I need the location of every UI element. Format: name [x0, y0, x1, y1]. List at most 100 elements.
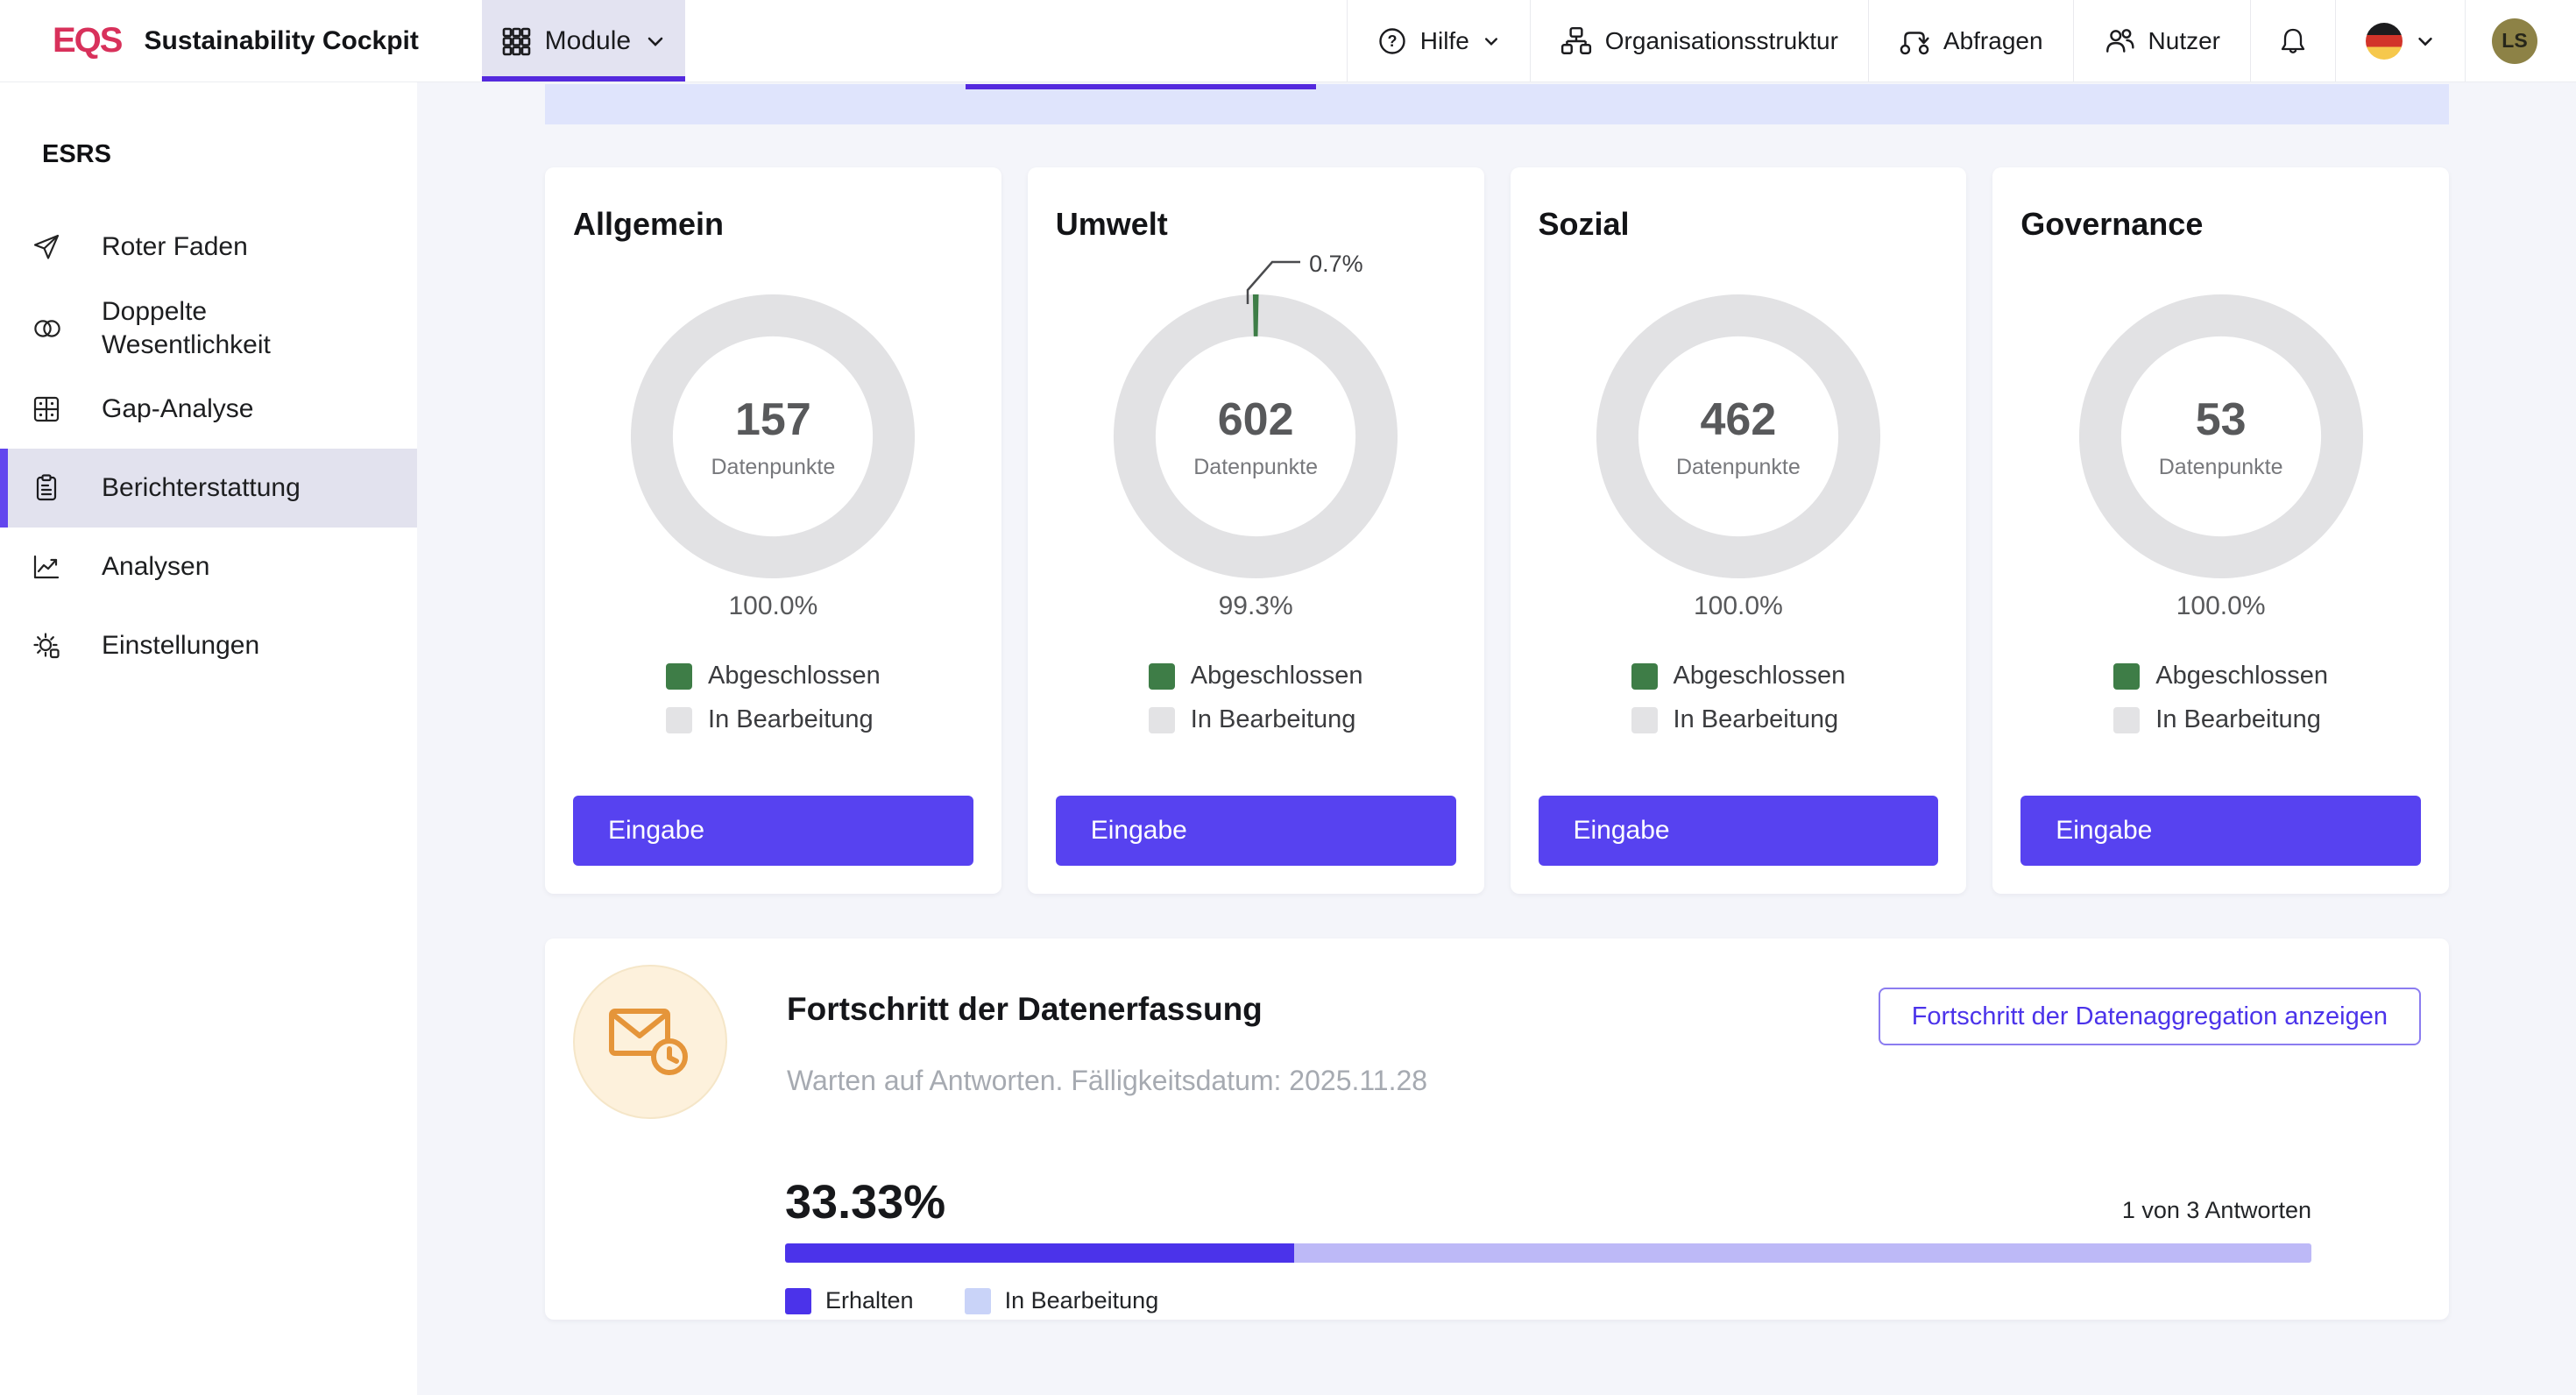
- module-label: Module: [545, 26, 631, 56]
- workflow-icon: [1899, 25, 1930, 57]
- legend-completed-swatch: [2113, 663, 2140, 690]
- legend-inprogress-label: In Bearbeitung: [1005, 1287, 1159, 1314]
- donut-legend: Abgeschlossen In Bearbeitung: [2113, 662, 2328, 734]
- donut-percent: 100.0%: [1992, 591, 2449, 621]
- clipboard-icon: [32, 473, 63, 503]
- progress-card-title: Fortschritt der Datenerfassung: [787, 991, 1427, 1028]
- answers-count: 1 von 3 Antworten: [2122, 1197, 2311, 1229]
- category-cards-row: Allgemein 157 Datenpunkte 100.0% Abgesch…: [545, 167, 2449, 894]
- sidebar-item-label: Analysen: [102, 550, 209, 584]
- queries-label: Abfragen: [1943, 27, 2043, 55]
- category-card-governance: Governance 53 Datenpunkte 100.0% Abgesch…: [1992, 167, 2449, 894]
- help-circle-icon: ?: [1377, 26, 1407, 56]
- eingabe-button[interactable]: Eingabe: [1056, 796, 1456, 866]
- users-icon: [2104, 25, 2135, 57]
- legend-inprogress-label: In Bearbeitung: [1191, 705, 1356, 734]
- top-header: EQS Sustainability Cockpit Module ? Hilf…: [0, 0, 2576, 82]
- legend-inprogress-swatch: [965, 1288, 991, 1314]
- language-selector[interactable]: [2335, 0, 2465, 81]
- category-card-umwelt: Umwelt 0.7% 602 Datenpunkte 99.3% Abgesc…: [1028, 167, 1484, 894]
- progress-legend: Erhalten In Bearbeitung: [785, 1287, 2311, 1314]
- progress-card-subtitle: Warten auf Antworten. Fälligkeitsdatum: …: [787, 1065, 1427, 1097]
- eingabe-button[interactable]: Eingabe: [2020, 796, 2421, 866]
- queries-menu[interactable]: Abfragen: [1868, 0, 2073, 81]
- card-title: Allgemein: [573, 206, 1001, 243]
- progress-bar-fill: [785, 1243, 1294, 1263]
- chevron-down-icon: [1483, 32, 1500, 50]
- legend-received-swatch: [785, 1288, 811, 1314]
- sidebar-item-gap-analyse[interactable]: Gap-Analyse: [0, 370, 417, 449]
- sidebar-item-einstellungen[interactable]: Einstellungen: [0, 606, 417, 685]
- chevron-down-icon: [2416, 32, 2435, 51]
- donut-chart: 0.7% 602 Datenpunkte: [1113, 294, 1398, 579]
- notifications-button[interactable]: [2250, 0, 2335, 81]
- category-card-sozial: Sozial 462 Datenpunkte 100.0% Abgeschlos…: [1511, 167, 1967, 894]
- progress-section: 33.33% 1 von 3 Antworten Erhalten In Bea…: [785, 1175, 2311, 1314]
- donut-percent: 99.3%: [1028, 591, 1484, 621]
- sidebar-item-roter-faden[interactable]: Roter Faden: [0, 208, 417, 287]
- annotation-label: 0.7%: [1309, 252, 1363, 276]
- sidebar-section-title: ESRS: [42, 140, 417, 169]
- avatar: LS: [2492, 18, 2537, 64]
- users-label: Nutzer: [2148, 27, 2220, 55]
- sidebar-item-berichterstattung[interactable]: Berichterstattung: [0, 449, 417, 528]
- legend-completed-swatch: [666, 663, 692, 690]
- svg-text:?: ?: [1387, 32, 1397, 50]
- legend-completed-label: Abgeschlossen: [1191, 662, 1363, 690]
- help-label: Hilfe: [1420, 27, 1469, 55]
- progress-bar: [785, 1243, 2311, 1263]
- grid-icon: [501, 26, 531, 56]
- legend-inprogress-label: In Bearbeitung: [2155, 705, 2321, 734]
- legend-inprogress-swatch: [1631, 707, 1658, 733]
- sidebar-item-label: Roter Faden: [102, 230, 248, 264]
- sidebar-item-doppelte-wesentlichkeit[interactable]: Doppelte Wesentlichkeit: [0, 287, 417, 370]
- eingabe-button[interactable]: Eingabe: [573, 796, 973, 866]
- sidebar-item-label: Doppelte Wesentlichkeit: [102, 295, 382, 361]
- tabs-strip: [545, 84, 2449, 124]
- legend-inprogress-swatch: [2113, 707, 2140, 733]
- eqs-logo: EQS: [53, 21, 121, 60]
- user-avatar-button[interactable]: LS: [2465, 0, 2576, 81]
- module-menu-button[interactable]: Module: [482, 0, 685, 81]
- donut-percent: 100.0%: [1511, 591, 1967, 621]
- chevron-down-icon: [645, 31, 666, 52]
- donut-chart: 53 Datenpunkte: [2078, 294, 2364, 579]
- gear-icon: [32, 631, 63, 661]
- legend-inprogress-swatch: [1149, 707, 1175, 733]
- users-menu[interactable]: Nutzer: [2073, 0, 2250, 81]
- show-aggregation-progress-button[interactable]: Fortschritt der Datenaggregation anzeige…: [1879, 988, 2421, 1045]
- legend-completed-swatch: [1631, 663, 1658, 690]
- donut-legend: Abgeschlossen In Bearbeitung: [1631, 662, 1846, 734]
- sidebar-item-label: Gap-Analyse: [102, 393, 253, 426]
- main-content: Allgemein 157 Datenpunkte 100.0% Abgesch…: [417, 82, 2576, 1395]
- grid-dots-icon: [32, 394, 63, 424]
- donut-legend: Abgeschlossen In Bearbeitung: [666, 662, 881, 734]
- header-nav: ? Hilfe Organisationsstruktur: [1347, 0, 2576, 81]
- card-title: Umwelt: [1056, 206, 1484, 243]
- donut-legend: Abgeschlossen In Bearbeitung: [1149, 662, 1363, 734]
- progress-percent: 33.33%: [785, 1175, 945, 1229]
- double-circle-icon: [32, 314, 63, 343]
- org-structure-menu[interactable]: Organisationsstruktur: [1530, 0, 1868, 81]
- paper-plane-icon: [32, 232, 63, 262]
- bell-icon: [2277, 25, 2309, 57]
- donut-annotation: 0.7%: [1246, 253, 1363, 306]
- card-title: Sozial: [1539, 206, 1967, 243]
- legend-inprogress-label: In Bearbeitung: [1674, 705, 1839, 734]
- legend-inprogress-swatch: [666, 707, 692, 733]
- legend-received-label: Erhalten: [825, 1287, 914, 1314]
- sidebar-item-analysen[interactable]: Analysen: [0, 528, 417, 606]
- eingabe-button[interactable]: Eingabe: [1539, 796, 1939, 866]
- donut-chart: 157 Datenpunkte: [630, 294, 916, 579]
- mail-clock-icon: [573, 965, 727, 1119]
- legend-completed-label: Abgeschlossen: [708, 662, 881, 690]
- progress-card-text: Fortschritt der Datenerfassung Warten au…: [787, 991, 1427, 1119]
- help-menu[interactable]: ? Hilfe: [1347, 0, 1530, 81]
- data-collection-progress-card: Fortschritt der Datenerfassung Warten au…: [545, 938, 2449, 1320]
- card-title: Governance: [2020, 206, 2449, 243]
- chart-line-icon: [32, 552, 63, 582]
- sidebar-item-label: Berichterstattung: [102, 471, 301, 505]
- legend-completed-label: Abgeschlossen: [1674, 662, 1846, 690]
- active-tab-indicator[interactable]: [966, 84, 1316, 89]
- org-structure-label: Organisationsstruktur: [1605, 27, 1838, 55]
